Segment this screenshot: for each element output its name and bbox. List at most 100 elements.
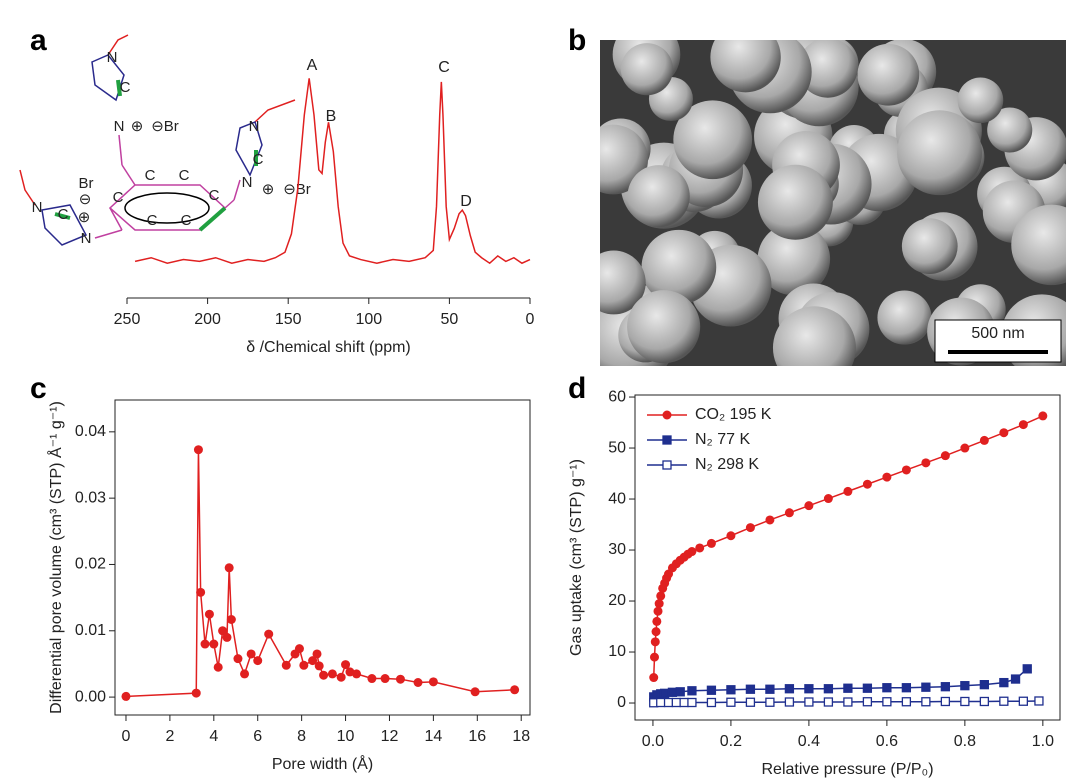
atom-label: N [249,118,260,135]
point [651,627,661,637]
x-tick-label: 200 [194,311,221,328]
point [308,656,318,666]
point [823,494,833,504]
point [765,515,775,525]
point [940,451,950,461]
atom-label: ⊕ [78,209,91,226]
point [659,688,670,698]
atom-label: C [147,212,158,229]
point [209,639,219,649]
point [299,660,309,670]
peak-label: B [326,108,337,125]
x-tick-label: 18 [512,728,530,745]
x-tick-label: 0.0 [642,733,664,750]
point [960,443,970,453]
point [804,697,814,707]
sem-image: 500 nm [600,40,1066,366]
y-tick-label: 40 [608,490,626,507]
point [1018,420,1028,430]
y-axis-label: Differential pore volume (cm³ (STP) Å⁻¹ … [46,401,65,714]
peak-label: D [460,193,472,210]
point [336,672,346,682]
point [200,639,210,649]
point [314,661,324,671]
atom-label: C [58,206,69,223]
y-tick-label: 60 [608,388,626,405]
point [653,606,663,616]
x-tick-label: 0 [526,311,535,328]
y-tick-label: 0.04 [75,423,106,440]
point [312,649,322,659]
point [649,652,659,662]
scale-box [934,319,1062,363]
atom-label: ⊕ [262,181,275,198]
atom-label: N [107,49,118,66]
particle [797,40,858,98]
point [193,445,203,455]
point [687,697,697,708]
particle [901,218,958,275]
x-tick-label: 0.6 [876,733,898,750]
structure [19,34,296,246]
x-axis-label: Relative pressure (P/P₀) [761,761,933,778]
particle [897,110,982,196]
point [960,696,970,707]
point [294,644,304,654]
point [765,684,775,694]
particle [1011,204,1066,286]
x-axis-label: δ /Chemical shift (ppm) [246,339,411,356]
particle [627,165,690,228]
point [663,697,674,708]
atom-label: ⊖Br [151,118,179,135]
point [882,683,892,693]
y-tick-label: 0.00 [75,688,106,705]
point [367,674,377,684]
legend-marker [662,460,672,470]
point [395,674,405,684]
point [196,587,206,597]
particles [600,40,1066,366]
x-tick-label: 0.2 [720,733,742,750]
y-axis-label: Gas uptake (cm³ (STP) g⁻¹) [568,459,585,656]
particle [772,306,856,366]
point [341,660,351,670]
point [726,531,736,541]
point [428,677,438,687]
particle [641,229,717,305]
point [843,683,853,693]
point [413,678,423,688]
particle [957,77,1004,124]
point [765,697,775,707]
point [823,684,834,694]
point [253,656,263,666]
point [1034,696,1044,706]
point [675,687,685,697]
atom-label: N [242,174,253,191]
point [470,687,480,697]
point [695,543,705,553]
particle [627,290,701,364]
y-tick-label: 10 [608,643,626,660]
point [706,538,716,548]
atom-label: C [209,187,220,204]
atom-label: C [145,167,156,184]
point [218,626,228,636]
legend-label: N₂ 298 K [695,456,759,473]
atom-label: C [120,79,131,96]
point [671,697,681,708]
point [726,685,736,695]
point [960,681,970,691]
point [1018,696,1028,706]
peak-label: A [307,57,318,74]
particle [673,100,753,180]
legend-label: N₂ 77 K [695,431,750,448]
particle [757,222,831,296]
x-tick-label: 0.8 [954,733,976,750]
point [687,547,697,557]
point [281,660,291,670]
point [246,649,256,659]
point [1022,664,1032,674]
x-tick-label: 2 [165,728,174,745]
x-axis-label: Pore width (Å) [272,754,373,773]
point [979,680,990,690]
